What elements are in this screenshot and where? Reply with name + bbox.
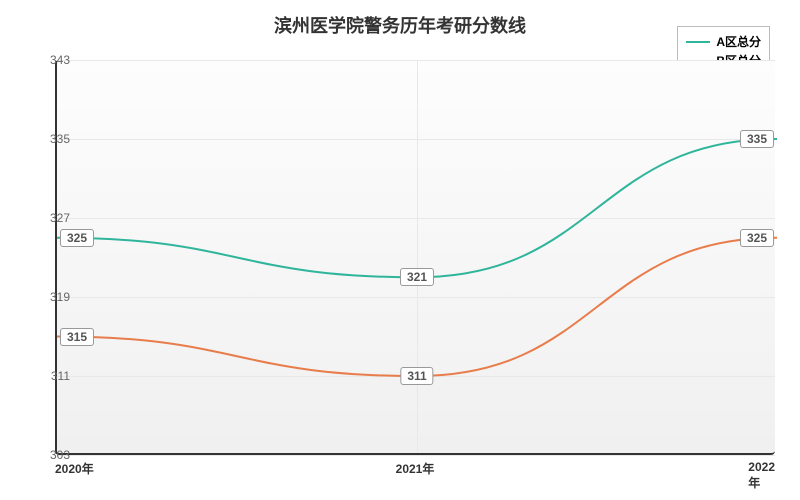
chart-title: 滨州医学院警务历年考研分数线 (274, 12, 526, 38)
legend-label-a: A区总分 (716, 33, 761, 50)
data-label: 325 (740, 229, 774, 247)
y-tick-label: 335 (50, 132, 70, 146)
data-label: 321 (400, 268, 434, 286)
legend-item-a: A区总分 (686, 33, 761, 50)
x-tick-label: 2022年 (748, 460, 775, 491)
chart-container: 滨州医学院警务历年考研分数线 A区总分 B区总分 325321335315311… (0, 0, 800, 500)
series-line-1 (57, 238, 777, 376)
y-tick-label: 327 (50, 211, 70, 225)
y-tick-label: 343 (50, 53, 70, 67)
lines-svg (57, 60, 775, 453)
x-tick-label: 2020年 (55, 460, 94, 477)
grid-line-h (57, 455, 775, 456)
data-label: 315 (60, 328, 94, 346)
y-tick-label: 319 (50, 290, 70, 304)
legend-swatch-a (686, 41, 710, 43)
data-label: 325 (60, 229, 94, 247)
series-line-0 (57, 139, 777, 277)
data-label: 335 (740, 130, 774, 148)
data-label: 311 (400, 367, 433, 385)
x-tick-label: 2021年 (396, 460, 435, 477)
y-tick-label: 311 (51, 369, 70, 383)
plot-area: 325 321 335 315 311 325 (55, 60, 775, 455)
